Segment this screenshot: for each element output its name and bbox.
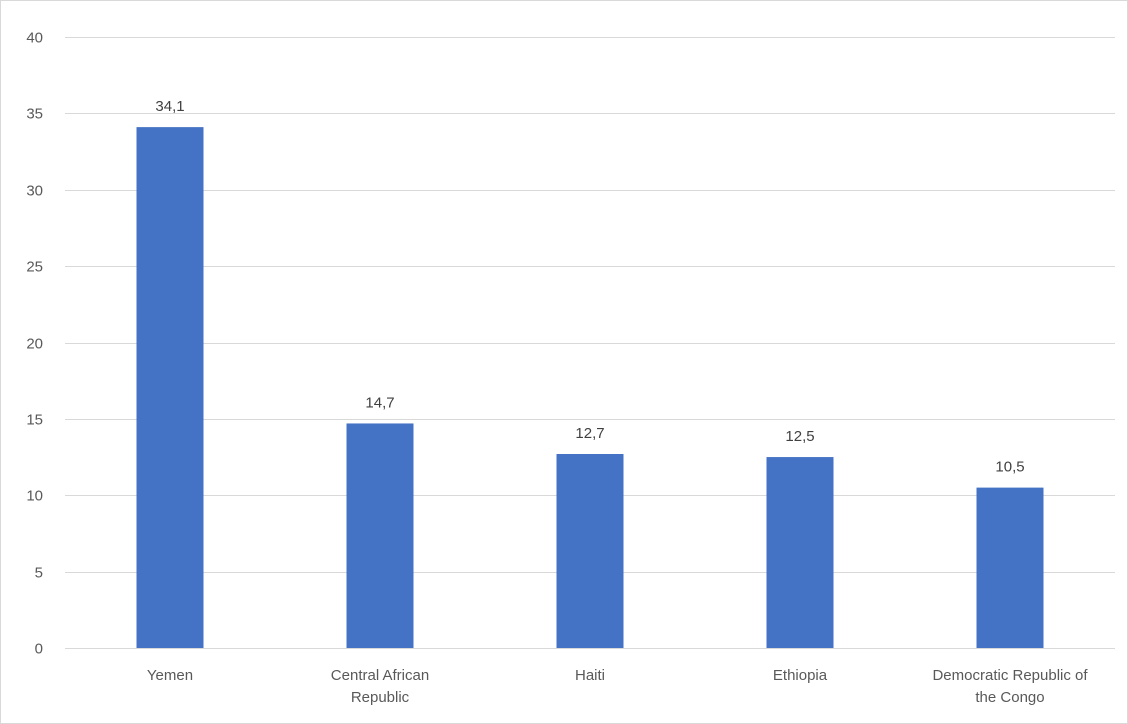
category-label: Central African xyxy=(331,667,429,684)
bars xyxy=(136,127,1044,648)
y-tick-label: 20 xyxy=(26,336,43,353)
category-label: Republic xyxy=(351,689,410,706)
category-label: Haiti xyxy=(575,667,605,684)
data-label: 34,1 xyxy=(155,98,184,115)
y-tick-label: 0 xyxy=(35,641,43,658)
y-tick-label: 5 xyxy=(35,565,43,582)
category-label: Yemen xyxy=(147,667,193,684)
category-labels: Yemen Central African Republic Haiti Ethiopi… xyxy=(147,667,1088,706)
y-axis-ticks: 0 5 10 15 20 25 30 35 40 xyxy=(26,30,43,658)
gridlines xyxy=(65,37,1115,649)
data-labels: 34,1 14,7 12,7 12,5 10,5 xyxy=(155,98,1024,475)
category-label: Democratic Republic of xyxy=(932,667,1088,684)
data-label: 12,7 xyxy=(575,425,604,442)
bar xyxy=(766,457,834,648)
y-tick-label: 35 xyxy=(26,106,43,123)
category-label: the Congo xyxy=(975,689,1044,706)
data-label: 14,7 xyxy=(365,394,394,411)
category-label: Ethiopia xyxy=(773,667,828,684)
data-label: 12,5 xyxy=(785,428,814,445)
y-tick-label: 25 xyxy=(26,259,43,276)
y-tick-label: 30 xyxy=(26,183,43,200)
bar xyxy=(556,454,624,648)
y-tick-label: 40 xyxy=(26,30,43,47)
bar xyxy=(976,487,1044,648)
y-tick-label: 15 xyxy=(26,412,43,429)
y-tick-label: 10 xyxy=(26,488,43,505)
data-label: 10,5 xyxy=(995,459,1024,476)
bar xyxy=(136,127,204,648)
bar xyxy=(346,423,414,648)
